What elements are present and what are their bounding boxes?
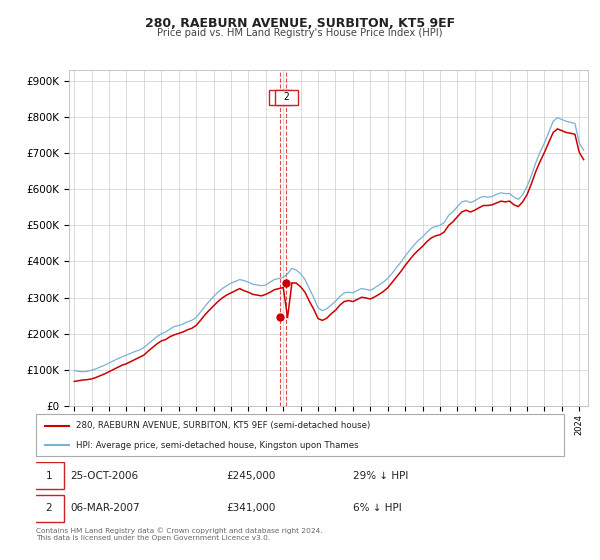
Text: 2: 2 bbox=[278, 92, 295, 102]
Text: £245,000: £245,000 bbox=[226, 470, 275, 480]
Text: 25-OCT-2006: 25-OCT-2006 bbox=[70, 470, 139, 480]
Text: 1: 1 bbox=[271, 92, 289, 102]
Text: 280, RAEBURN AVENUE, SURBITON, KT5 9EF: 280, RAEBURN AVENUE, SURBITON, KT5 9EF bbox=[145, 17, 455, 30]
Text: £341,000: £341,000 bbox=[226, 503, 275, 513]
Text: Price paid vs. HM Land Registry's House Price Index (HPI): Price paid vs. HM Land Registry's House … bbox=[157, 28, 443, 38]
Text: 1: 1 bbox=[46, 470, 52, 480]
Text: HPI: Average price, semi-detached house, Kingston upon Thames: HPI: Average price, semi-detached house,… bbox=[76, 441, 358, 450]
Text: 280, RAEBURN AVENUE, SURBITON, KT5 9EF (semi-detached house): 280, RAEBURN AVENUE, SURBITON, KT5 9EF (… bbox=[76, 421, 370, 430]
Text: 2: 2 bbox=[46, 503, 52, 513]
Text: 6% ↓ HPI: 6% ↓ HPI bbox=[353, 503, 401, 513]
FancyBboxPatch shape bbox=[34, 462, 64, 489]
Text: Contains HM Land Registry data © Crown copyright and database right 2024.
This d: Contains HM Land Registry data © Crown c… bbox=[36, 528, 323, 541]
Text: 06-MAR-2007: 06-MAR-2007 bbox=[70, 503, 140, 513]
Text: 29% ↓ HPI: 29% ↓ HPI bbox=[353, 470, 408, 480]
FancyBboxPatch shape bbox=[34, 494, 64, 522]
